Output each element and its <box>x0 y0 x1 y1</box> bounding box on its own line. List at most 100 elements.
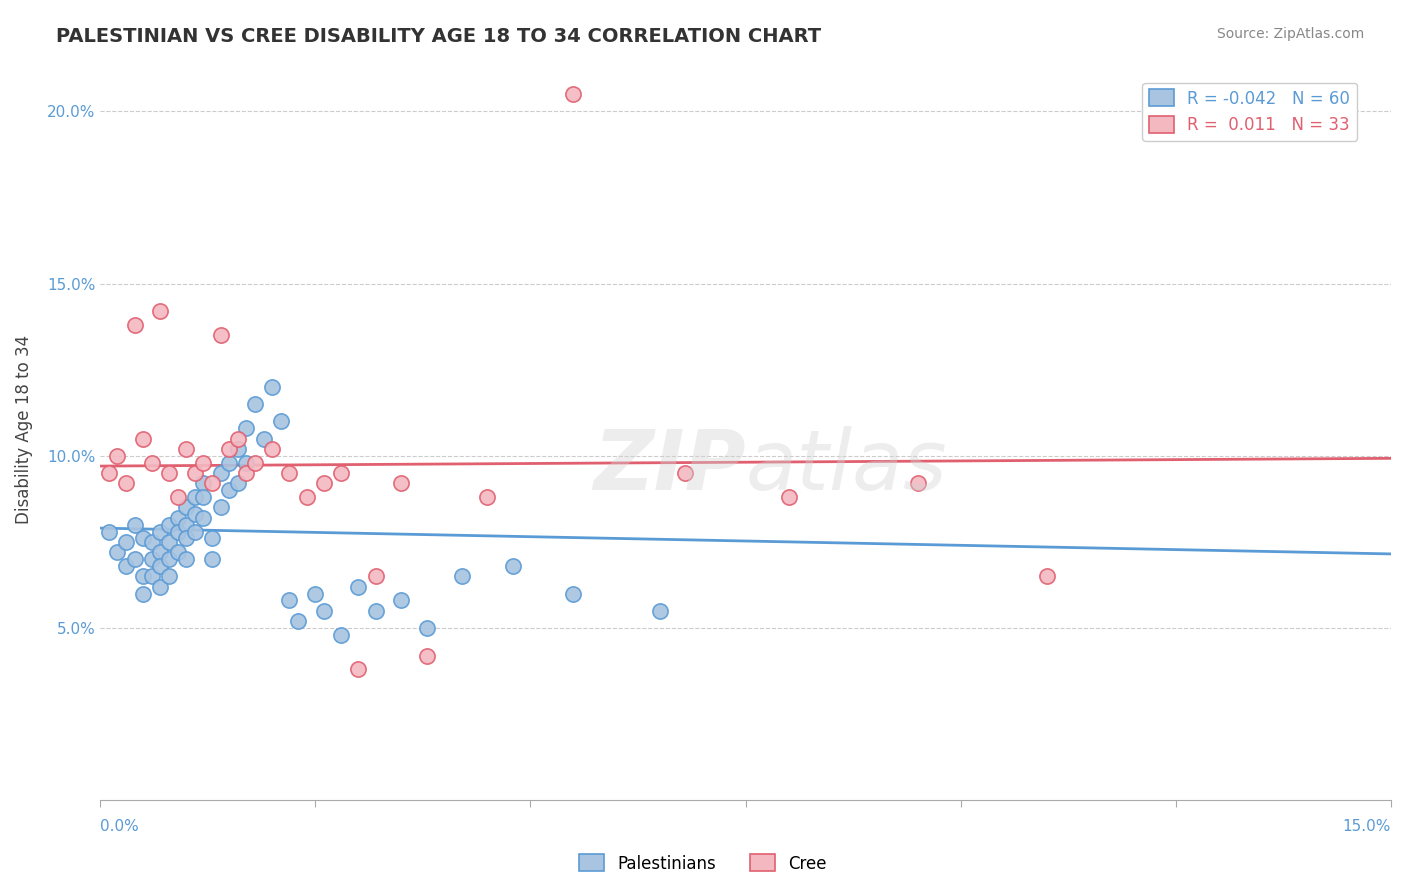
Point <box>218 483 240 498</box>
Point <box>157 517 180 532</box>
Point <box>174 517 197 532</box>
Point <box>262 380 284 394</box>
Point <box>132 586 155 600</box>
Point <box>149 304 172 318</box>
Point <box>218 456 240 470</box>
Point <box>149 580 172 594</box>
Point <box>124 517 146 532</box>
Point <box>201 552 224 566</box>
Text: ZIP: ZIP <box>593 426 745 508</box>
Point <box>132 569 155 583</box>
Point <box>673 466 696 480</box>
Point <box>115 476 138 491</box>
Point <box>312 604 335 618</box>
Point <box>347 662 370 676</box>
Point <box>166 510 188 524</box>
Point <box>330 628 353 642</box>
Point <box>149 524 172 539</box>
Point <box>105 545 128 559</box>
Point <box>149 545 172 559</box>
Point <box>201 476 224 491</box>
Legend: Palestinians, Cree: Palestinians, Cree <box>572 847 834 880</box>
Point <box>157 569 180 583</box>
Point <box>141 534 163 549</box>
Point <box>209 466 232 480</box>
Point <box>218 442 240 456</box>
Point <box>270 414 292 428</box>
Point <box>124 552 146 566</box>
Point <box>416 648 439 663</box>
Point <box>226 432 249 446</box>
Point <box>347 580 370 594</box>
Point <box>389 476 412 491</box>
Point <box>193 476 215 491</box>
Point <box>193 510 215 524</box>
Point <box>184 508 207 522</box>
Point <box>132 432 155 446</box>
Text: PALESTINIAN VS CREE DISABILITY AGE 18 TO 34 CORRELATION CHART: PALESTINIAN VS CREE DISABILITY AGE 18 TO… <box>56 27 821 45</box>
Point <box>235 456 257 470</box>
Point <box>157 534 180 549</box>
Point <box>166 490 188 504</box>
Point <box>226 442 249 456</box>
Text: atlas: atlas <box>745 426 948 508</box>
Point <box>166 524 188 539</box>
Point <box>648 604 671 618</box>
Point <box>193 456 215 470</box>
Point <box>184 524 207 539</box>
Point <box>243 397 266 411</box>
Point <box>174 532 197 546</box>
Point <box>389 593 412 607</box>
Point <box>193 490 215 504</box>
Point <box>330 466 353 480</box>
Point <box>184 490 207 504</box>
Point <box>201 532 224 546</box>
Point <box>262 442 284 456</box>
Point <box>184 466 207 480</box>
Point <box>226 476 249 491</box>
Point <box>235 466 257 480</box>
Point <box>141 456 163 470</box>
Point <box>174 442 197 456</box>
Point <box>174 500 197 515</box>
Point <box>174 552 197 566</box>
Point <box>209 328 232 343</box>
Point <box>562 586 585 600</box>
Legend: R = -0.042   N = 60, R =  0.011   N = 33: R = -0.042 N = 60, R = 0.011 N = 33 <box>1142 83 1357 141</box>
Text: 15.0%: 15.0% <box>1343 819 1391 834</box>
Point <box>778 490 800 504</box>
Y-axis label: Disability Age 18 to 34: Disability Age 18 to 34 <box>15 335 32 524</box>
Point <box>287 614 309 628</box>
Point <box>1035 569 1057 583</box>
Point <box>105 449 128 463</box>
Point <box>477 490 499 504</box>
Point <box>141 552 163 566</box>
Point <box>278 593 301 607</box>
Point <box>278 466 301 480</box>
Point <box>115 559 138 574</box>
Point <box>149 559 172 574</box>
Point <box>416 621 439 635</box>
Point <box>243 456 266 470</box>
Point <box>304 586 326 600</box>
Point <box>124 318 146 332</box>
Point <box>502 559 524 574</box>
Point <box>253 432 276 446</box>
Point <box>141 569 163 583</box>
Point <box>907 476 929 491</box>
Point <box>364 569 387 583</box>
Point <box>132 532 155 546</box>
Point <box>157 466 180 480</box>
Text: Source: ZipAtlas.com: Source: ZipAtlas.com <box>1216 27 1364 41</box>
Point <box>157 552 180 566</box>
Point <box>209 500 232 515</box>
Point <box>97 524 120 539</box>
Point <box>450 569 472 583</box>
Point <box>235 421 257 435</box>
Text: 0.0%: 0.0% <box>100 819 139 834</box>
Point <box>562 87 585 101</box>
Point <box>166 545 188 559</box>
Point <box>295 490 318 504</box>
Point <box>364 604 387 618</box>
Point <box>115 534 138 549</box>
